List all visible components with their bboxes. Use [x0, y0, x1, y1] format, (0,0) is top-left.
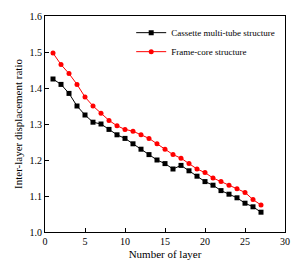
svg-text:1.6: 1.6	[30, 11, 43, 22]
svg-text:10: 10	[120, 236, 130, 247]
svg-text:20: 20	[200, 236, 210, 247]
svg-text:5: 5	[83, 236, 88, 247]
svg-text:1.1: 1.1	[30, 191, 43, 202]
svg-text:1.2: 1.2	[30, 155, 43, 166]
svg-text:Number of layer: Number of layer	[129, 248, 202, 260]
svg-text:Inter-layer displacement ratio: Inter-layer displacement ratio	[12, 59, 24, 189]
svg-text:Frame-core structure: Frame-core structure	[171, 47, 246, 57]
svg-text:1.4: 1.4	[30, 83, 43, 94]
svg-text:1.3: 1.3	[30, 119, 43, 130]
svg-text:1.5: 1.5	[30, 47, 43, 58]
svg-text:Cassette multi-tube structure: Cassette multi-tube structure	[171, 28, 274, 38]
svg-text:15: 15	[160, 236, 170, 247]
svg-text:1.0: 1.0	[30, 227, 43, 238]
svg-text:25: 25	[240, 236, 250, 247]
svg-text:0: 0	[43, 236, 48, 247]
svg-text:30: 30	[280, 236, 290, 247]
